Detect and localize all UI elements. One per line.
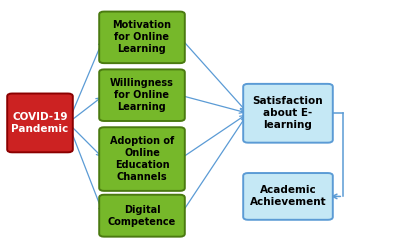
FancyBboxPatch shape <box>99 127 185 191</box>
FancyBboxPatch shape <box>99 12 185 63</box>
FancyBboxPatch shape <box>99 195 185 237</box>
FancyBboxPatch shape <box>7 94 73 152</box>
Text: COVID-19
Pandemic: COVID-19 Pandemic <box>11 112 69 134</box>
Text: Digital
Competence: Digital Competence <box>108 205 176 227</box>
Text: Academic
Achievement: Academic Achievement <box>250 185 326 208</box>
Text: Motivation
for Online
Learning: Motivation for Online Learning <box>112 20 172 54</box>
Text: Adoption of
Online
Education
Channels: Adoption of Online Education Channels <box>110 136 174 182</box>
Text: Willingness
for Online
Learning: Willingness for Online Learning <box>110 78 174 112</box>
FancyBboxPatch shape <box>99 69 185 121</box>
FancyBboxPatch shape <box>243 173 333 220</box>
FancyBboxPatch shape <box>243 84 333 143</box>
Text: Satisfaction
about E-
learning: Satisfaction about E- learning <box>253 96 323 130</box>
